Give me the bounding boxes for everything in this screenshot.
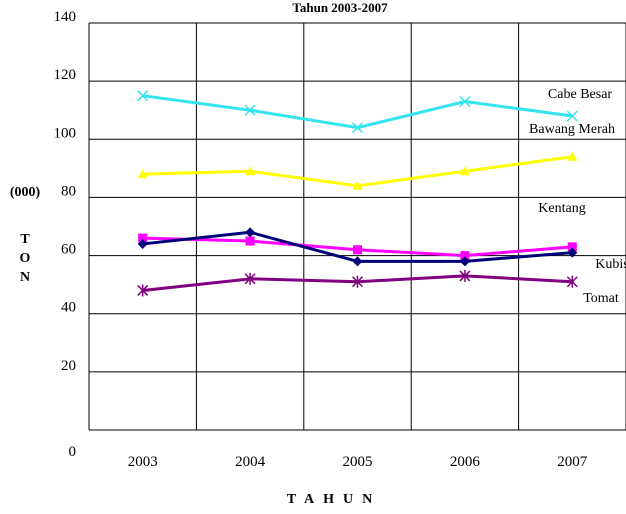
data-point <box>460 251 470 261</box>
x-axis-label: TAHUN <box>287 492 382 507</box>
x-tick-label: 2006 <box>450 454 481 470</box>
chart-title: Tahun 2003-2007 <box>292 0 388 15</box>
data-point <box>138 233 148 243</box>
plot-grid <box>88 22 626 431</box>
x-tick-label: 2003 <box>128 454 158 470</box>
series-tomat <box>137 269 578 297</box>
data-point <box>352 180 363 190</box>
y-axis-ticks: 0 20 40 60 80 100 120 140 <box>54 9 77 460</box>
series-kubis <box>137 227 578 267</box>
series-kentang <box>138 233 577 261</box>
data-point <box>567 247 578 258</box>
data-point <box>137 90 149 102</box>
data-point <box>137 169 148 179</box>
series-labels: Cabe Besar Bawang Merah Kentang Kubis Tomat <box>529 87 626 306</box>
data-point <box>137 238 148 249</box>
data-point <box>567 242 577 252</box>
data-point <box>245 236 255 246</box>
series-label: Kentang <box>538 201 585 216</box>
series-label: Cabe Besar <box>548 87 612 102</box>
x-tick-label: 2005 <box>343 454 373 470</box>
data-point <box>459 256 470 267</box>
data-point <box>245 227 256 238</box>
data-point <box>459 95 471 108</box>
y-tick-label: 40 <box>61 300 76 316</box>
series-cabe-besar <box>137 90 578 134</box>
data-point <box>245 166 256 176</box>
series-label: Tomat <box>583 291 619 306</box>
y-tick-label: 140 <box>54 9 77 25</box>
series-label: Kubis <box>595 257 626 272</box>
data-point <box>459 166 470 176</box>
series-lines <box>137 90 578 297</box>
x-axis-ticks: 2003 2004 2005 2006 2007 <box>128 454 588 470</box>
data-point <box>244 104 256 116</box>
x-tick-label: 2004 <box>235 454 266 470</box>
data-point <box>567 151 578 161</box>
data-point <box>352 256 363 267</box>
data-point <box>353 245 362 255</box>
y-axis-unit: (000) <box>10 185 41 200</box>
y-tick-label: 20 <box>61 358 76 374</box>
y-axis-label: TON <box>20 232 31 285</box>
y-tick-label: 60 <box>61 242 76 258</box>
x-tick-label: 2007 <box>557 454 588 470</box>
series-label: Bawang Merah <box>529 122 615 137</box>
series-line <box>142 94 573 130</box>
data-point <box>351 122 364 134</box>
y-tick-label: 0 <box>69 444 77 460</box>
y-axis-label-letter: N <box>20 270 30 285</box>
y-tick-label: 120 <box>54 67 77 83</box>
y-tick-label: 80 <box>61 183 76 199</box>
y-tick-label: 100 <box>54 125 77 141</box>
data-point <box>566 110 578 122</box>
y-axis-label-letter: T <box>20 232 30 247</box>
y-axis-label-letter: O <box>20 251 31 266</box>
series-bawang-merah <box>137 151 578 190</box>
